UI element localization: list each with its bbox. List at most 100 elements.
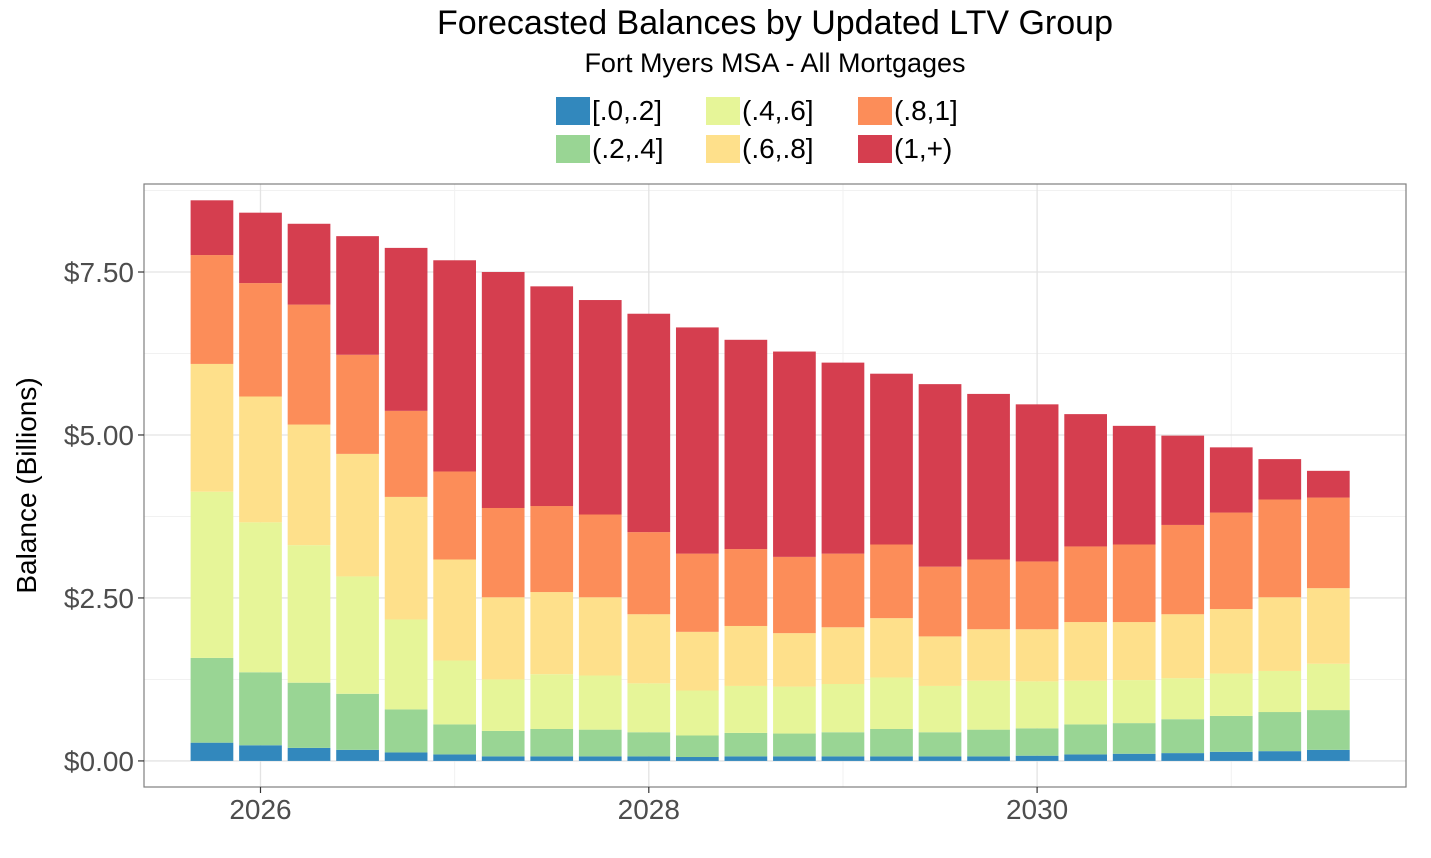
bar-stack — [578, 300, 622, 761]
bar-segment — [336, 576, 379, 694]
legend-swatch — [706, 97, 740, 125]
bar-segment — [967, 729, 1010, 757]
bar-segment — [1161, 435, 1205, 525]
bar-segment — [1209, 447, 1253, 513]
bar-segment — [1112, 544, 1156, 623]
bar-segment — [1064, 546, 1107, 623]
bar-segment — [967, 629, 1010, 681]
bar-segment — [433, 724, 476, 755]
bar-segment — [433, 260, 476, 472]
bar-segment — [239, 283, 282, 397]
bar-stack — [870, 373, 913, 761]
bar-segment — [918, 384, 962, 567]
bar-segment — [481, 272, 525, 508]
bar-segment — [1161, 678, 1205, 720]
legend-label: (.2,.4] — [592, 133, 664, 164]
bar-segment — [1112, 753, 1156, 761]
bar-segment — [821, 756, 865, 761]
bar-segment — [1015, 404, 1059, 562]
bar-segment — [627, 614, 671, 684]
bar-stack — [675, 327, 719, 761]
y-axis-label: Balance (Billions) — [11, 377, 42, 593]
bar-segment — [1015, 629, 1059, 682]
bar-stack — [821, 362, 865, 761]
legend-item: (1,+) — [858, 130, 952, 168]
bar-segment — [1112, 425, 1156, 545]
bar-segment — [627, 732, 671, 757]
bar-segment — [336, 453, 379, 577]
bar-segment — [530, 592, 574, 675]
bar-stack — [239, 212, 282, 761]
bar-segment — [1306, 663, 1350, 711]
legend-label: (1,+) — [894, 133, 953, 164]
bar-segment — [1306, 497, 1350, 589]
bar-segment — [1161, 614, 1205, 679]
bar-stack — [481, 272, 525, 761]
bar-segment — [530, 674, 574, 729]
legend-item: (.6,.8] — [706, 130, 814, 168]
bar-segment — [1064, 680, 1107, 725]
bar-segment — [1112, 622, 1156, 681]
bar-segment — [1258, 712, 1302, 752]
bar-segment — [724, 756, 768, 761]
bar-segment — [239, 672, 282, 746]
bar-segment — [190, 657, 234, 743]
bar-segment — [773, 633, 816, 687]
bar-segment — [578, 597, 622, 676]
bar-stack — [1209, 447, 1253, 761]
bar-segment — [530, 728, 574, 757]
bar-segment — [578, 756, 622, 761]
bar-segment — [287, 682, 331, 748]
bar-segment — [1306, 588, 1350, 664]
bar-stack — [1258, 459, 1302, 761]
bar-segment — [675, 327, 719, 554]
bar-segment — [239, 522, 282, 673]
bar-segment — [481, 756, 525, 761]
bar-segment — [967, 680, 1010, 730]
bar-segment — [675, 631, 719, 691]
y-tick-label: $2.50 — [64, 583, 134, 614]
bar-segment — [1015, 561, 1059, 630]
bar-segment — [1015, 728, 1059, 756]
bar-segment — [1112, 723, 1156, 754]
bar-segment — [433, 471, 476, 560]
bar-segment — [675, 757, 719, 761]
bar-segment — [1064, 754, 1107, 761]
bar-segment — [578, 300, 622, 515]
bar-segment — [675, 553, 719, 632]
bar-segment — [239, 745, 282, 761]
bar-segment — [967, 393, 1010, 560]
bar-segment — [627, 683, 671, 733]
bar-stack — [773, 351, 816, 761]
bar-segment — [773, 351, 816, 557]
bar-segment — [1258, 751, 1302, 761]
bar-segment — [530, 286, 574, 507]
bar-segment — [627, 756, 671, 761]
bar-segment — [967, 756, 1010, 761]
bar-segment — [384, 496, 428, 620]
bar-segment — [384, 247, 428, 411]
bar-segment — [1015, 681, 1059, 729]
legend-swatch — [556, 135, 590, 163]
bar-segment — [578, 675, 622, 730]
legend-item: (.8,1] — [858, 92, 958, 130]
chart-subtitle: Fort Myers MSA - All Mortgages — [584, 48, 966, 78]
x-tick-label: 2026 — [229, 794, 291, 825]
legend-swatch — [556, 97, 590, 125]
bar-segment — [870, 373, 913, 545]
bar-segment — [870, 756, 913, 761]
bar-segment — [870, 677, 913, 729]
bar-segment — [821, 553, 865, 628]
bar-segment — [773, 756, 816, 761]
bar-stack — [287, 223, 331, 761]
legend-label: (.8,1] — [894, 95, 958, 126]
legend-label: (.6,.8] — [742, 133, 814, 164]
bar-stack — [433, 260, 476, 761]
bar-segment — [724, 732, 768, 757]
legend-item: (.4,.6] — [706, 92, 814, 130]
bar-segment — [239, 396, 282, 523]
bar-segment — [773, 686, 816, 734]
bar-segment — [1209, 609, 1253, 674]
